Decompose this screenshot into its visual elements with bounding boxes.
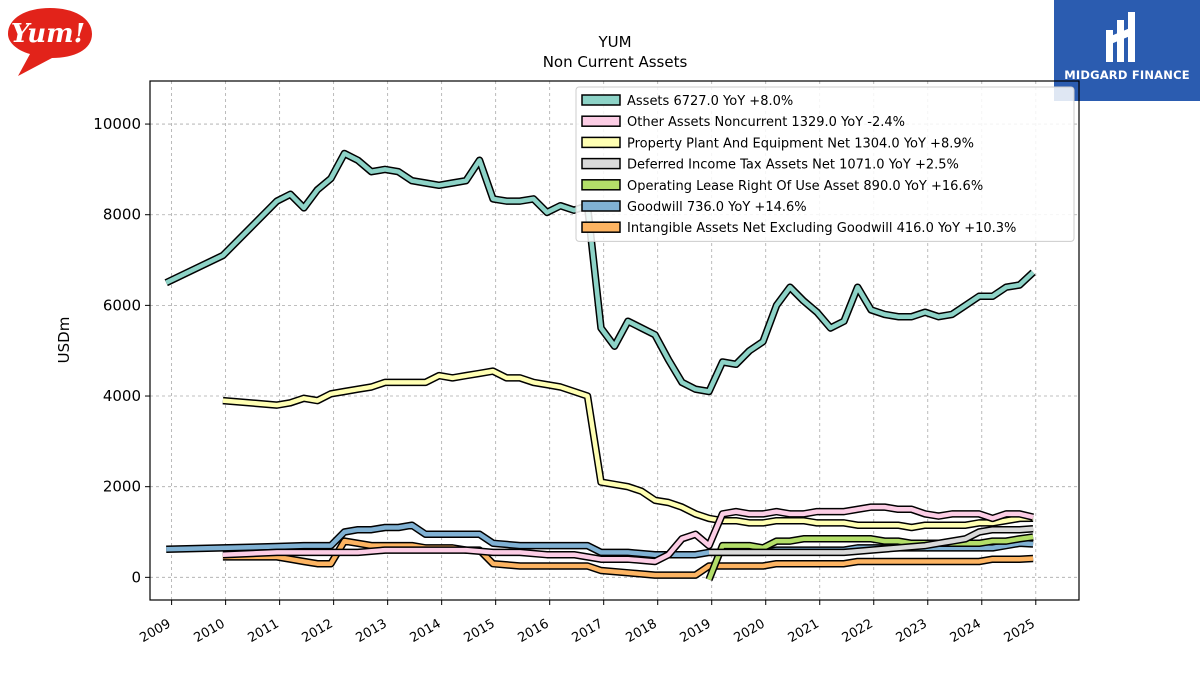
midgard-finance-text: MIDGARD FINANCE bbox=[1064, 68, 1190, 82]
x-tick-label: 2023 bbox=[894, 616, 930, 646]
x-tick-label: 2018 bbox=[624, 616, 660, 646]
series-line-0 bbox=[165, 151, 1035, 394]
series-line-4 bbox=[706, 534, 1034, 581]
legend-swatch bbox=[581, 157, 621, 170]
x-tick-label: 2025 bbox=[1002, 616, 1038, 646]
yum-logo-text: Yum! bbox=[11, 19, 85, 49]
legend-entry: Other Assets Noncurrent 1329.0 YoY -2.4% bbox=[627, 115, 905, 130]
legend-swatch bbox=[581, 94, 621, 106]
legend-entry: Operating Lease Right Of Use Asset 890.0… bbox=[627, 179, 983, 194]
legend-entry: Assets 6727.0 YoY +8.0% bbox=[627, 94, 793, 109]
y-tick-label: 6000 bbox=[103, 296, 141, 314]
x-tick-label: 2014 bbox=[408, 616, 444, 646]
y-tick-label: 8000 bbox=[103, 206, 141, 224]
y-ticks: 0 2000 4000 6000 8000 10000 bbox=[93, 115, 150, 586]
legend: Assets 6727.0 YoY +8.0% Other Assets Nonc… bbox=[575, 86, 1075, 242]
midgard-emblem-icon bbox=[1106, 12, 1135, 62]
y-tick-label: 10000 bbox=[93, 115, 141, 133]
legend-swatch bbox=[581, 179, 621, 191]
series-line-3 bbox=[709, 526, 1034, 555]
series-layer bbox=[164, 149, 1036, 581]
y-tick-label: 2000 bbox=[103, 478, 141, 496]
legend-box bbox=[575, 86, 1075, 242]
x-tick-label: 2021 bbox=[786, 616, 822, 646]
legend-swatch bbox=[581, 200, 621, 212]
legend-entry: Goodwill 736.0 YoY +14.6% bbox=[627, 200, 807, 215]
plot-frame bbox=[149, 80, 1080, 601]
chart-subtitle: Non Current Assets bbox=[543, 53, 688, 71]
legend-entry: Property Plant And Equipment Net 1304.0 … bbox=[627, 136, 974, 151]
x-tick-label: 2020 bbox=[732, 616, 768, 646]
legend-swatch bbox=[581, 221, 621, 233]
y-axis-label: USDm bbox=[55, 317, 73, 364]
x-tick-label: 2010 bbox=[191, 616, 227, 646]
legend-swatch bbox=[581, 136, 621, 149]
x-tick-label: 2022 bbox=[840, 616, 876, 646]
x-tick-label: 2015 bbox=[462, 616, 498, 646]
legend-swatch bbox=[581, 115, 621, 127]
x-tick-label: 2012 bbox=[299, 616, 335, 646]
x-tick-label: 2017 bbox=[570, 616, 606, 646]
yum-logo: Yum! bbox=[4, 4, 96, 83]
x-tick-label: 2024 bbox=[948, 616, 984, 646]
series-line-2 bbox=[222, 368, 1034, 530]
series-line-6 bbox=[222, 538, 1034, 578]
y-tick-label: 0 bbox=[131, 568, 141, 586]
x-tick-label: 2013 bbox=[353, 616, 389, 646]
x-tick-label: 2016 bbox=[516, 616, 552, 646]
x-tick-label: 2019 bbox=[678, 616, 714, 646]
x-ticks: 2009 2010 2011 2012 2013 2014 2015 2016 2017 2018… bbox=[137, 600, 1038, 646]
series-outline-2 bbox=[222, 367, 1034, 532]
chart-title: YUM bbox=[597, 33, 631, 51]
y-tick-label: 4000 bbox=[103, 387, 141, 405]
series-line-1 bbox=[222, 504, 1034, 564]
midgard-finance-logo: MIDGARD FINANCE bbox=[1054, 0, 1200, 101]
x-tick-label: 2009 bbox=[137, 616, 173, 646]
x-tick-label: 2011 bbox=[245, 616, 281, 646]
legend-entry: Intangible Assets Net Excluding Goodwill… bbox=[627, 221, 1016, 236]
legend-entry: Deferred Income Tax Assets Net 1071.0 Yo… bbox=[627, 158, 959, 173]
